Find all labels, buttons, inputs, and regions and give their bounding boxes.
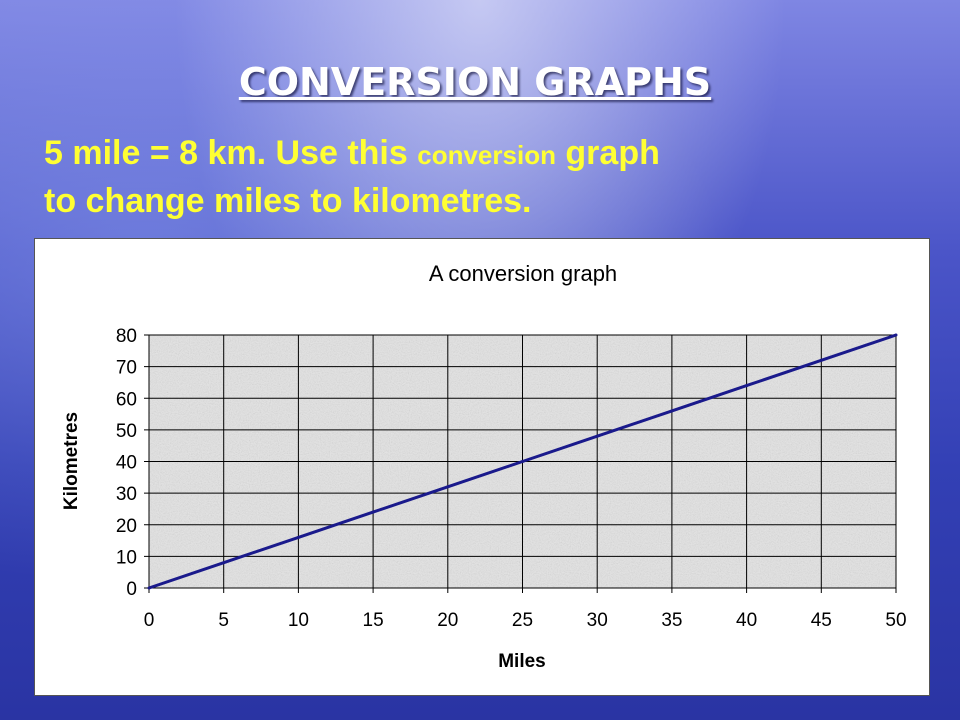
x-tick-label: 35: [661, 610, 682, 631]
y-tick-label: 30: [116, 484, 137, 505]
x-tick-label: 0: [144, 610, 155, 631]
instruction-part-c: graph: [555, 134, 660, 172]
y-tick-label: 20: [116, 516, 137, 537]
y-tick-label: 40: [116, 453, 137, 474]
data-point: [147, 586, 151, 590]
y-tick-label: 0: [126, 579, 137, 600]
data-point: [446, 485, 450, 489]
x-tick-label: 45: [811, 610, 832, 631]
x-tick-label: 5: [218, 610, 229, 631]
data-point: [670, 409, 674, 413]
plot-border: [148, 334, 897, 589]
x-tick-label: 20: [437, 610, 458, 631]
instruction-part-b: conversion: [417, 140, 556, 170]
slide-instructions: 5 mile = 8 km. Use this conversion graph…: [44, 130, 944, 224]
x-tick-labels: 0 5 10 15 20 25 30 35 40 45 50: [144, 610, 907, 631]
chart-container: 0 10 20 30 40 50 60 70 80 0 5 10 15 20 25 30 35 40 45 50 A…: [34, 238, 930, 696]
slide-title: CONVERSION GRAPHS: [238, 60, 712, 104]
x-tick-label: 30: [587, 610, 608, 631]
y-tick-label: 70: [116, 358, 137, 379]
y-tick-label: 60: [116, 389, 137, 410]
y-tick-label: 10: [116, 547, 137, 568]
instruction-part-a: 5 mile = 8 km. Use this: [44, 134, 418, 172]
x-tick-label: 25: [512, 610, 533, 631]
x-tick-label: 50: [885, 610, 906, 631]
conversion-chart: 0 10 20 30 40 50 60 70 80 0 5 10 15 20 25 30 35 40 45 50 A…: [61, 261, 907, 672]
x-axis-label: Miles: [498, 651, 546, 672]
x-tick-label: 40: [736, 610, 757, 631]
instruction-line-2: to change miles to kilometres.: [44, 182, 532, 220]
data-point: [894, 333, 898, 337]
y-tick-label: 50: [116, 421, 137, 442]
x-tick-label: 15: [363, 610, 384, 631]
chart-title: A conversion graph: [429, 261, 617, 286]
y-tick-labels: 0 10 20 30 40 50 60 70 80: [116, 326, 137, 600]
y-tick-label: 80: [116, 326, 137, 347]
x-tick-label: 10: [288, 610, 309, 631]
data-point: [745, 384, 749, 388]
y-axis-label: Kilometres: [61, 412, 82, 510]
data-point: [296, 535, 300, 539]
data-point: [819, 358, 823, 362]
data-point: [595, 434, 599, 438]
data-point: [371, 510, 375, 514]
instruction-line-1: 5 mile = 8 km. Use this conversion graph: [44, 130, 944, 178]
data-point: [222, 561, 226, 565]
data-point: [521, 460, 524, 463]
series-group: [147, 333, 898, 590]
